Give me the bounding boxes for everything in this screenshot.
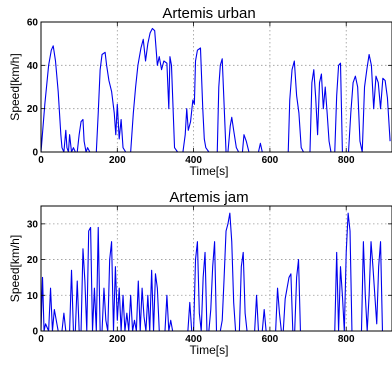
- jam-chart: 0 200 400 600 800 0 10 20 30 Artemis jam Time[s] Sp…: [8, 189, 392, 357]
- jam-speed-line: [41, 212, 389, 331]
- urban-x-tick-label: 800: [338, 155, 355, 166]
- urban-y-tick-label: 0: [32, 148, 38, 159]
- urban-y-tick-label: 60: [27, 18, 39, 29]
- urban-plot-area: [41, 22, 392, 152]
- jam-y-tick-label: 30: [27, 219, 39, 230]
- urban-speed-line: [41, 27, 391, 152]
- jam-axes-frame: [40, 205, 392, 332]
- jam-chart-title: Artemis jam: [169, 189, 248, 206]
- jam-y-tick-label: 20: [27, 255, 39, 266]
- urban-x-tick-label: 400: [185, 155, 202, 166]
- jam-y-axis-label: Speed[km/h]: [8, 235, 22, 302]
- urban-chart-title: Artemis urban: [162, 5, 255, 22]
- jam-x-tick-label: 600: [262, 334, 279, 345]
- jam-x-tick-label: 0: [38, 334, 44, 345]
- jam-y-tick-label: 10: [27, 291, 39, 302]
- jam-y-tick-label: 0: [32, 327, 38, 338]
- urban-x-tick-label: 200: [109, 155, 126, 166]
- urban-y-axis-label: Speed[km/h]: [8, 53, 22, 120]
- jam-x-tick-label: 200: [109, 334, 126, 345]
- urban-x-tick-label: 0: [38, 155, 44, 166]
- jam-x-axis-label: Time[s]: [190, 343, 229, 357]
- urban-axes-frame: [40, 21, 392, 153]
- urban-chart: 0 200 400 600 800 0 20 40 60 Artemis urban Time[s]…: [8, 5, 392, 178]
- urban-y-tick-label: 40: [27, 61, 39, 72]
- jam-x-tick-label: 800: [338, 334, 355, 345]
- urban-x-axis-label: Time[s]: [190, 164, 229, 178]
- urban-y-tick-label: 20: [27, 104, 39, 115]
- urban-x-tick-label: 600: [262, 155, 279, 166]
- jam-x-tick-label: 400: [185, 334, 202, 345]
